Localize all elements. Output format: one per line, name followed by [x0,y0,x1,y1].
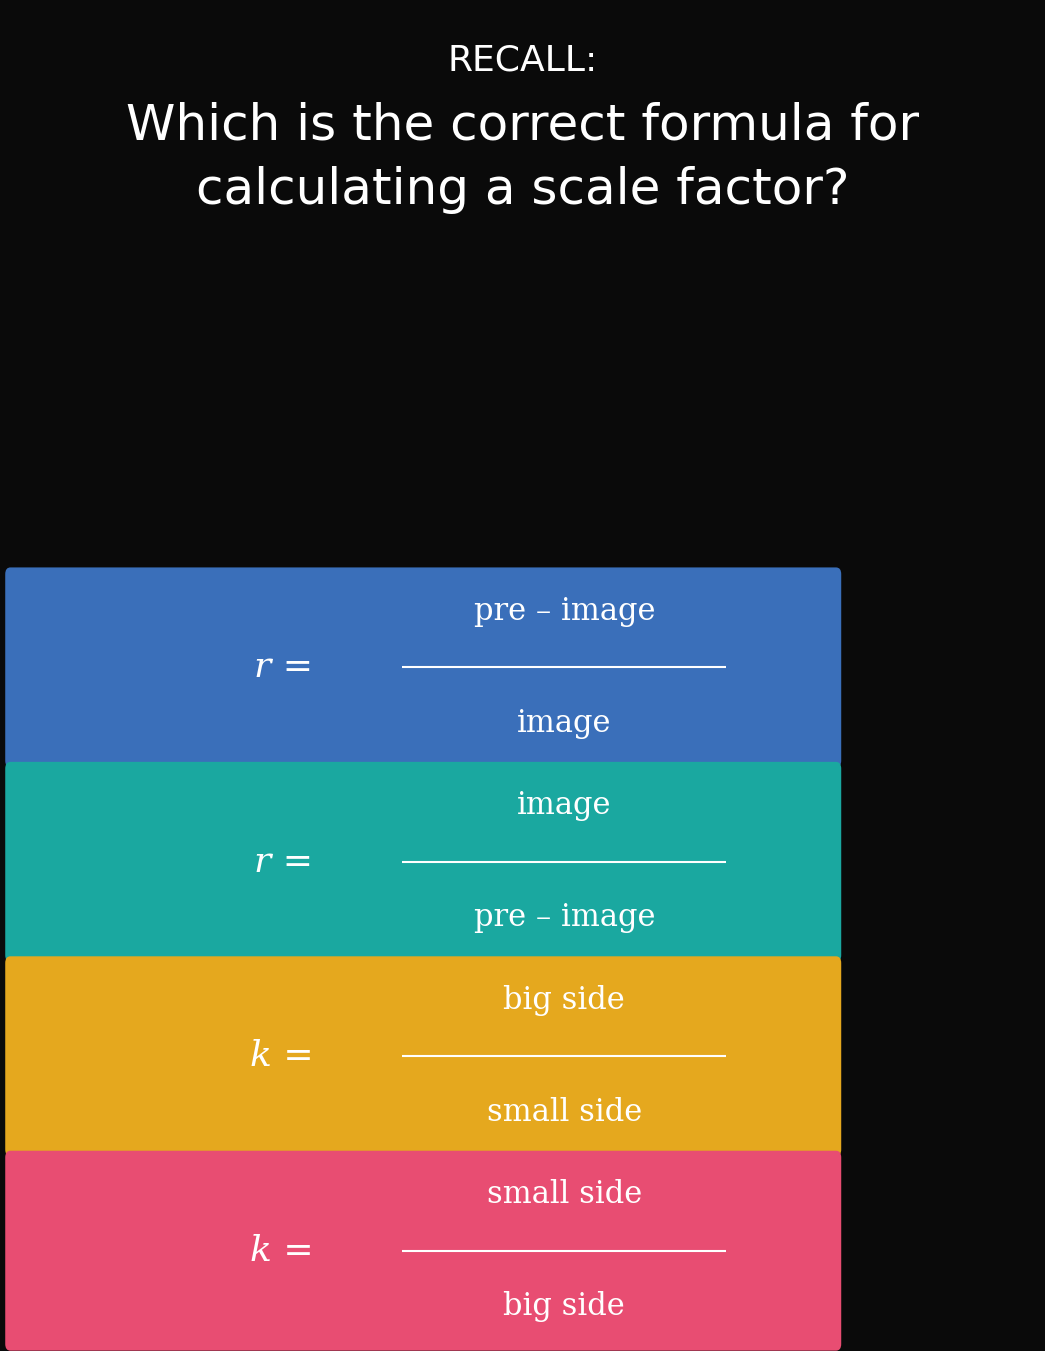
Text: big side: big side [504,985,625,1016]
Text: small side: small side [487,1097,642,1128]
FancyBboxPatch shape [5,762,841,962]
Text: pre – image: pre – image [473,902,655,934]
FancyBboxPatch shape [5,567,841,767]
FancyBboxPatch shape [5,1151,841,1351]
FancyBboxPatch shape [5,957,841,1156]
Text: k =: k = [250,1233,314,1267]
Text: small side: small side [487,1179,642,1210]
Text: k =: k = [250,1039,314,1073]
Text: RECALL:: RECALL: [447,43,598,78]
Text: image: image [517,708,611,739]
Text: Which is the correct formula for: Which is the correct formula for [126,101,919,150]
Text: pre – image: pre – image [473,596,655,627]
Text: r =: r = [255,844,314,880]
Text: r =: r = [255,650,314,685]
Text: calculating a scale factor?: calculating a scale factor? [195,166,850,215]
Text: big side: big side [504,1292,625,1323]
Text: image: image [517,790,611,821]
